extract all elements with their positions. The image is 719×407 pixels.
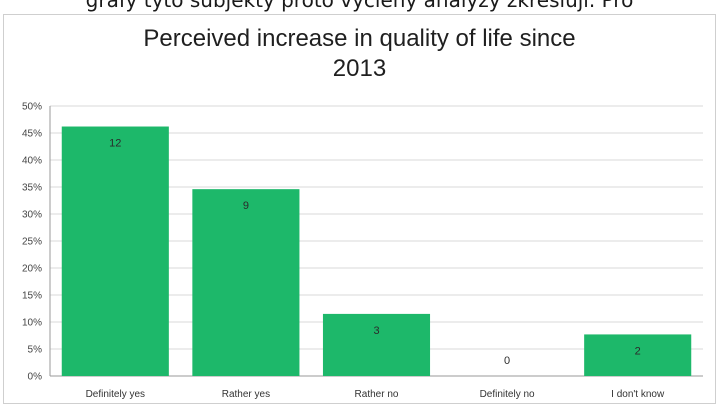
data-label: 3 [373, 325, 379, 337]
category-label: I don't know [611, 389, 665, 400]
y-tick-label: 20% [22, 264, 42, 275]
category-label: Rather no [355, 389, 399, 400]
y-tick-label: 10% [22, 318, 42, 329]
data-label: 0 [504, 355, 510, 367]
chart-title-line-1: Perceived increase in quality of life si… [143, 25, 576, 52]
bar [192, 189, 300, 376]
bar [584, 334, 692, 376]
cropped-paragraph-text: grafy tyto subjekty proto vyčleny analýz… [85, 0, 634, 12]
data-label: 2 [635, 345, 641, 357]
y-tick-label: 40% [22, 156, 42, 167]
data-label: 9 [243, 200, 249, 212]
y-tick-label: 5% [28, 345, 43, 356]
y-tick-label: 30% [22, 210, 42, 221]
data-label: 12 [109, 138, 121, 150]
category-label: Definitely no [480, 389, 535, 400]
y-tick-label: 35% [22, 183, 42, 194]
y-tick-label: 0% [28, 372, 43, 383]
category-label: Definitely yes [86, 389, 145, 400]
category-label: Rather yes [222, 389, 270, 400]
bar [322, 313, 431, 376]
y-tick-label: 45% [22, 129, 42, 140]
chart-title: Perceived increase in quality of life si… [0, 24, 719, 84]
y-tick-label: 25% [22, 237, 42, 248]
y-tick-label: 50% [22, 102, 42, 113]
chart-title-line-2: 2013 [332, 55, 387, 82]
y-tick-label: 15% [22, 291, 42, 302]
bar [61, 126, 169, 377]
